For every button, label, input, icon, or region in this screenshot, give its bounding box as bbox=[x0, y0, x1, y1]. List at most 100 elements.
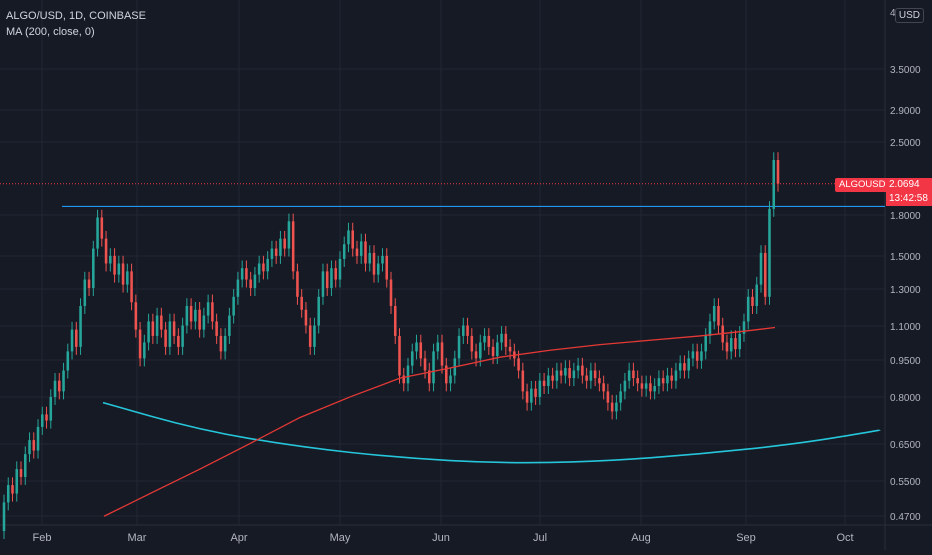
candle-body bbox=[585, 375, 588, 381]
candle-body bbox=[113, 255, 116, 275]
candle-body bbox=[36, 426, 40, 451]
candle-body bbox=[351, 230, 355, 249]
symbol-price-label: ALGOUSD bbox=[835, 178, 890, 192]
time-tick-label: Jun bbox=[432, 532, 450, 544]
candle-body bbox=[483, 335, 486, 343]
candle-body bbox=[538, 380, 542, 397]
candle-body bbox=[121, 263, 125, 285]
candle-body bbox=[525, 391, 529, 403]
candle-body bbox=[143, 342, 146, 359]
ma-indicator-label: MA (200, close, 0) bbox=[6, 26, 95, 38]
candle-body bbox=[334, 268, 337, 280]
candle-body bbox=[172, 321, 176, 336]
candle-body bbox=[644, 383, 648, 389]
price-tick-label: 1.1000 bbox=[890, 322, 921, 333]
candle-body bbox=[240, 268, 244, 280]
price-tick-label: 0.5500 bbox=[890, 477, 921, 488]
candle-body bbox=[398, 335, 401, 376]
curve-trendline bbox=[102, 401, 881, 464]
candle-body bbox=[500, 333, 503, 343]
candle-body bbox=[479, 342, 482, 359]
candle-body bbox=[270, 248, 274, 259]
candle-body bbox=[393, 305, 397, 336]
candle-body bbox=[219, 335, 223, 352]
candle-body bbox=[28, 440, 31, 455]
candle-body bbox=[666, 375, 669, 384]
price-tick-label: 1.5000 bbox=[890, 252, 921, 263]
candle-body bbox=[564, 368, 567, 376]
candle-body bbox=[763, 252, 767, 297]
candle-body bbox=[551, 375, 554, 381]
candle-body bbox=[211, 302, 214, 322]
candle-body bbox=[640, 383, 644, 389]
candle-body bbox=[466, 325, 469, 336]
candle-body bbox=[75, 329, 78, 347]
candle-body bbox=[49, 396, 53, 421]
candle-body bbox=[534, 388, 537, 397]
candle-body bbox=[300, 296, 303, 310]
candle-body bbox=[695, 351, 699, 361]
candle-body bbox=[2, 502, 6, 532]
candle-body bbox=[517, 358, 520, 371]
candle-body bbox=[92, 248, 95, 289]
candle-body bbox=[283, 238, 286, 249]
candle-body bbox=[746, 296, 750, 322]
price-tick-label: 2.5000 bbox=[890, 138, 921, 149]
candle-body bbox=[491, 346, 495, 357]
time-tick-label: Oct bbox=[836, 532, 853, 544]
candle-body bbox=[198, 309, 201, 330]
candle-body bbox=[342, 244, 346, 259]
candle-body bbox=[58, 380, 61, 392]
candle-body bbox=[104, 238, 108, 264]
candle-body bbox=[109, 255, 112, 264]
candle-body bbox=[470, 335, 474, 352]
candle-body bbox=[79, 305, 82, 347]
candle-body bbox=[168, 321, 172, 347]
chart-legend: ALGO/USD, 1D, COINBASE MA (200, close, 0… bbox=[6, 8, 146, 40]
candle-body bbox=[338, 258, 342, 280]
candle-body bbox=[117, 263, 121, 275]
candle-body bbox=[751, 296, 754, 306]
candle-body bbox=[410, 351, 414, 366]
candle-body bbox=[40, 414, 44, 427]
candle-body bbox=[530, 388, 533, 403]
time-tick-label: Aug bbox=[631, 532, 651, 544]
candle-body bbox=[83, 279, 87, 306]
candle-body bbox=[742, 321, 746, 334]
currency-button[interactable]: USD bbox=[894, 8, 924, 23]
bar-countdown: 13:42:58 bbox=[889, 193, 928, 204]
candle-body bbox=[96, 217, 99, 249]
candle-body bbox=[376, 263, 380, 275]
candle-body bbox=[253, 274, 257, 289]
candle-body bbox=[66, 351, 70, 371]
candle-body bbox=[11, 485, 14, 494]
candle-body bbox=[462, 325, 465, 336]
candle-body bbox=[772, 160, 776, 209]
candle-body bbox=[181, 325, 184, 347]
candle-body bbox=[738, 333, 742, 350]
candle-body bbox=[632, 370, 635, 379]
price-tick-label: 2.9000 bbox=[890, 106, 921, 117]
candle-body bbox=[53, 380, 57, 397]
candle-body bbox=[245, 268, 248, 280]
candle-body bbox=[449, 375, 452, 384]
candle-body bbox=[576, 365, 580, 371]
candle-body bbox=[627, 370, 631, 381]
candle-body bbox=[32, 440, 36, 451]
candle-body bbox=[725, 342, 729, 352]
candle-body bbox=[232, 296, 235, 316]
time-tick-label: May bbox=[330, 532, 351, 544]
candle-body bbox=[440, 342, 444, 366]
candle-body bbox=[768, 208, 771, 297]
candle-body bbox=[291, 221, 295, 272]
candle-body bbox=[504, 333, 508, 347]
candle-body bbox=[683, 363, 686, 371]
candle-body bbox=[474, 351, 478, 359]
time-tick-label: Mar bbox=[128, 532, 147, 544]
candle-body bbox=[653, 385, 656, 392]
candle-body bbox=[330, 268, 333, 289]
candle-body bbox=[185, 305, 189, 326]
candle-body bbox=[708, 321, 712, 336]
